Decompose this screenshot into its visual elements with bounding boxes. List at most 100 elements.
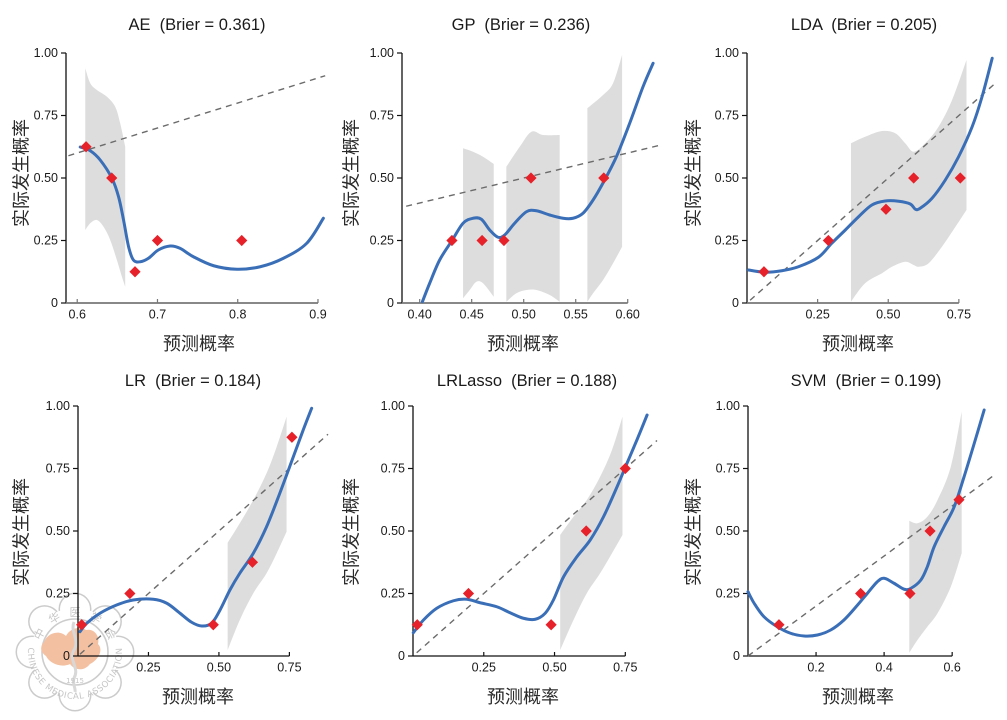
- y-tick-label: 0.25: [34, 234, 58, 248]
- y-tick-label: 0: [398, 649, 405, 663]
- panel-lrlasso: 0 0.25 0.50 0.75 1.00 0.25 0.50 0.75 LRLasso (B…: [342, 372, 658, 708]
- x-tick-label: 0.4: [875, 661, 892, 675]
- observed-point: [773, 619, 785, 631]
- x-tick-label: 0.75: [947, 308, 971, 322]
- x-tick-label: 0.45: [460, 308, 484, 322]
- plot-area: 0 0.25 0.50 0.75 1.00 0.6 0.7 0.8 0.9: [34, 46, 327, 322]
- y-axis-label: 实际发生概率: [12, 119, 33, 227]
- x-tick-label: 0.7: [149, 308, 166, 322]
- observed-point: [822, 234, 834, 247]
- ci-band: [85, 68, 126, 287]
- watermark-seal: 中 华 医 学 会 CHINESE MEDICAL ASSOCIATION 19…: [15, 592, 135, 712]
- x-axis-label: 预测概率: [487, 334, 559, 355]
- ci-band: [227, 416, 287, 650]
- plot-area: 0 0.25 0.50 0.75 1.00 0.25 0.50 0.75: [381, 399, 658, 675]
- x-tick-label: 0.75: [613, 661, 637, 675]
- panel-svm: 0 0.25 0.50 0.75 1.00 0.2 0.4 0.6 SVM (Brier = …: [684, 372, 994, 708]
- y-axis-label: 实际发生概率: [342, 119, 363, 227]
- ci-band: [463, 148, 494, 299]
- y-tick-label: 0.50: [46, 524, 70, 538]
- x-tick-label: 0.60: [616, 308, 640, 322]
- panel-gp: 0 0.25 0.50 0.75 1.00 0.40 0.45 0.50 0.55 0.60 GP…: [342, 16, 662, 355]
- ci-band: [560, 416, 623, 650]
- calibration-curve: [78, 406, 314, 634]
- panel-lr: 0 0.25 0.50 0.75 1.00 0.25 0.50 0.75 LR (Brier …: [12, 372, 329, 708]
- panel-title: LDA (Brier = 0.205): [791, 16, 937, 34]
- panel-title: LRLasso (Brier = 0.188): [437, 372, 617, 390]
- observed-point: [476, 234, 488, 247]
- observed-point: [598, 172, 610, 184]
- ci-band: [850, 60, 967, 302]
- y-tick-label: 0.25: [370, 234, 394, 248]
- y-tick-label: 0: [387, 296, 394, 310]
- plot-area: 0 0.25 0.50 0.75 1.00 0.2 0.4 0.6: [716, 399, 994, 675]
- observed-point: [498, 234, 510, 247]
- y-tick-label: 1.00: [34, 46, 58, 60]
- y-tick-label: 0.75: [370, 109, 394, 123]
- x-tick-label: 0.40: [408, 308, 432, 322]
- ideal-calibration-line: [416, 439, 658, 654]
- observed-point: [954, 172, 966, 184]
- x-tick-label: 0.25: [805, 308, 829, 322]
- y-tick-label: 0.75: [381, 462, 405, 476]
- plot-area: 0 0.25 0.50 0.75 1.00 0.25 0.50 0.75: [715, 46, 998, 322]
- x-tick-label: 0.25: [136, 661, 160, 675]
- calibration-curve: [746, 408, 986, 638]
- panel-title: GP (Brier = 0.236): [452, 16, 591, 34]
- calibration-curve: [746, 56, 994, 274]
- watermark-staff-icon: [70, 621, 78, 693]
- y-tick-label: 0.25: [716, 587, 740, 601]
- y-tick-label: 1.00: [716, 399, 740, 413]
- y-tick-label: 0.75: [716, 462, 740, 476]
- x-tick-label: 0.50: [207, 661, 231, 675]
- panel-title: AE (Brier = 0.361): [128, 16, 265, 34]
- x-tick-label: 0.50: [512, 308, 536, 322]
- observed-point: [880, 203, 892, 215]
- y-tick-label: 0.75: [34, 109, 58, 123]
- panel-lda: 0 0.25 0.50 0.75 1.00 0.25 0.50 0.75 LDA (Brier…: [684, 16, 998, 355]
- observed-point: [545, 619, 557, 631]
- observed-point: [76, 619, 88, 631]
- ci-band: [909, 411, 962, 653]
- observed-point: [151, 234, 164, 247]
- watermark-year: 1915: [66, 677, 84, 685]
- watermark-map-icon: [41, 628, 101, 670]
- y-tick-label: 0.50: [716, 524, 740, 538]
- observed-point: [924, 525, 936, 537]
- y-tick-label: 0: [733, 649, 740, 663]
- observed-point: [246, 556, 259, 568]
- x-tick-label: 0.55: [564, 308, 588, 322]
- observed-point: [525, 172, 537, 184]
- y-tick-label: 1.00: [46, 399, 70, 413]
- ci-band: [506, 131, 560, 302]
- observed-point: [855, 587, 867, 600]
- x-axis-label: 预测概率: [163, 334, 235, 355]
- y-axis-label: 实际发生概率: [342, 478, 363, 586]
- y-tick-label: 0.50: [381, 524, 405, 538]
- observed-point: [286, 431, 298, 443]
- watermark-char: 中: [32, 626, 49, 642]
- y-tick-label: 0.25: [46, 587, 70, 601]
- panel-title: LR (Brier = 0.184): [125, 372, 261, 390]
- calibration-curve: [420, 61, 655, 304]
- observed-point: [129, 266, 141, 278]
- observed-point: [106, 172, 118, 184]
- y-tick-label: 0.50: [370, 171, 394, 185]
- watermark-char: 医: [69, 606, 80, 619]
- x-tick-label: 0.6: [943, 661, 960, 675]
- y-axis-label: 实际发生概率: [684, 478, 705, 586]
- observed-point: [758, 266, 770, 278]
- plot-area: 0 0.25 0.50 0.75 1.00 0.25 0.50 0.75: [46, 399, 329, 675]
- x-axis-label: 预测概率: [487, 687, 559, 708]
- observed-point: [236, 234, 248, 247]
- x-axis-label: 预测概率: [822, 334, 894, 355]
- x-tick-label: 0.6: [69, 308, 86, 322]
- y-tick-label: 0.75: [715, 109, 739, 123]
- observed-point: [462, 587, 475, 600]
- y-tick-label: 0.25: [715, 234, 739, 248]
- observed-point: [619, 462, 631, 475]
- x-tick-label: 0.8: [229, 308, 246, 322]
- y-tick-label: 1.00: [715, 46, 739, 60]
